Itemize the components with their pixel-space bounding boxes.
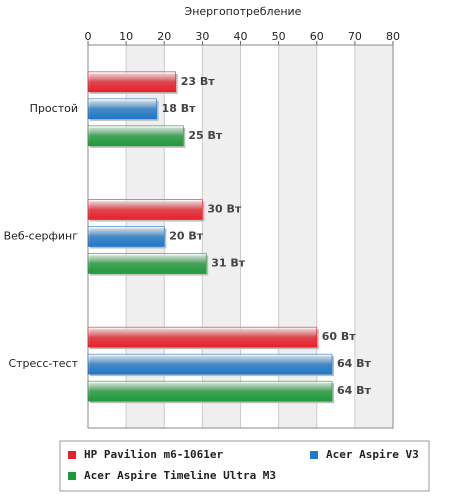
legend-box (59, 440, 430, 492)
value-label: 64 Вт (337, 357, 372, 370)
value-label: 60 Вт (322, 330, 357, 343)
chart-title: Энергопотребление (185, 5, 302, 18)
value-label: 23 Вт (181, 75, 216, 88)
value-label: 64 Вт (337, 384, 372, 397)
y-tick-label: Простой (30, 102, 78, 115)
bar (87, 71, 176, 93)
x-tick-label: 80 (386, 30, 400, 43)
x-tick-label: 0 (85, 30, 92, 43)
bar (87, 199, 203, 220)
x-tick-label: 30 (195, 30, 209, 43)
bar (87, 380, 333, 402)
x-tick-label: 60 (310, 30, 324, 43)
legend-label: Acer Aspire Timeline Ultra M3 (84, 469, 276, 482)
value-label: 20 Вт (169, 230, 204, 243)
x-tick-label: 20 (157, 30, 171, 43)
legend-label: Acer Aspire V3 (326, 448, 419, 461)
band (354, 45, 393, 428)
x-tick-label: 10 (119, 30, 133, 43)
x-tick-label: 40 (234, 30, 248, 43)
bar (87, 98, 157, 120)
value-label: 18 Вт (162, 102, 197, 115)
bar (87, 253, 207, 274)
legend-label: HP Pavilion m6-1061er (84, 448, 223, 461)
legend-swatch (68, 451, 76, 459)
bar (87, 326, 318, 348)
x-tick-label: 50 (272, 30, 286, 43)
value-label: 31 Вт (211, 257, 246, 270)
y-tick-label: Стресс-тест (8, 357, 78, 370)
legend-swatch (68, 472, 76, 480)
bar (87, 353, 333, 375)
bar (87, 125, 184, 147)
value-label: 25 Вт (188, 129, 223, 142)
value-label: 30 Вт (207, 203, 242, 216)
legend-swatch (310, 451, 318, 459)
x-tick-label: 70 (348, 30, 362, 43)
y-tick-label: Веб-серфинг (4, 230, 79, 243)
bar (87, 226, 165, 247)
